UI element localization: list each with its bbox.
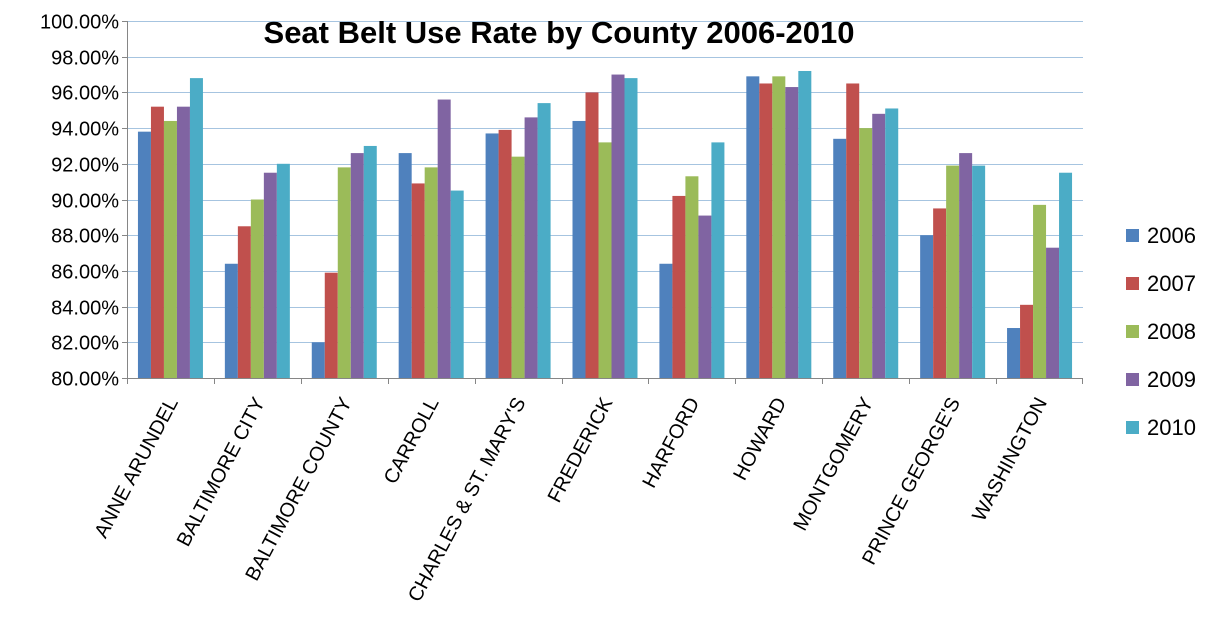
bar-2007-1 [237,226,251,378]
bar-2007-2 [324,272,338,378]
legend: 2006 2007 2008 2009 2010 [1126,223,1196,440]
bar-2007-8 [846,83,860,378]
bar-2007-10 [1020,304,1034,378]
bar-2008-6 [685,176,699,378]
legend-label-2006: 2006 [1147,223,1196,248]
bar-2010-2 [363,145,377,378]
bar-2010-10 [1059,172,1073,378]
bar-2006-4 [485,133,499,378]
legend-label-2008: 2008 [1147,319,1196,344]
x-category-label: ANNE ARUNDEL [90,394,182,542]
bar-2007-7 [759,83,773,378]
bar-2007-0 [150,106,164,379]
bar-2007-5 [585,92,599,379]
bar-2010-4 [537,103,551,379]
bar-2008-5 [598,142,612,378]
bar-2008-9 [946,165,960,378]
bar-2009-1 [263,172,277,378]
bar-2009-5 [611,74,625,379]
y-tick-label: 98.00% [51,48,119,70]
y-tick-label: 88.00% [51,226,119,248]
bar-2009-3 [437,99,451,378]
bar-2010-5 [624,78,638,379]
bar-2009-9 [959,153,973,378]
bar-2006-10 [1007,328,1021,378]
bar-2006-5 [572,120,586,379]
bar-2007-6 [672,195,686,378]
bar-2008-10 [1033,204,1047,378]
bar-2010-7 [798,70,812,378]
bar-2006-2 [311,342,325,378]
bar-2010-3 [450,190,464,378]
y-tick-label: 94.00% [51,119,119,141]
bar-2006-8 [833,138,847,378]
legend-swatch-2006 [1126,229,1139,242]
bar-2007-4 [498,129,512,378]
bar-2008-7 [772,76,786,378]
bar-2008-3 [424,167,438,378]
bar-2006-1 [224,263,238,378]
x-category-label: PRINCE GEORGE'S [858,394,965,569]
x-category-label: WASHINGTON [968,394,1052,525]
y-tick-label: 90.00% [51,191,119,213]
bar-2009-6 [698,215,712,378]
y-tick-labels: 80.00% 82.00% 84.00% 86.00% 88.00% 90.00% 92.0… [40,12,119,391]
legend-swatch-2009 [1126,373,1139,386]
bar-2007-3 [411,183,425,378]
bar-2010-1 [276,163,290,378]
bar-2009-7 [785,87,799,379]
bar-2006-6 [659,263,673,378]
x-category-label: BALTIMORE CITY [173,394,270,550]
bar-2007-9 [933,208,947,378]
legend-label-2007: 2007 [1147,271,1196,296]
bar-2006-3 [398,153,412,378]
y-tick-label: 82.00% [51,333,119,355]
bar-2009-4 [524,117,538,378]
y-tick-label: 100.00% [40,12,119,34]
bar-2009-2 [350,153,364,378]
y-tick-label: 84.00% [51,298,119,320]
legend-swatch-2010 [1126,421,1139,434]
y-tick-label: 80.00% [51,369,119,391]
x-category-label: HOWARD [729,394,791,484]
bar-2009-8 [872,113,886,378]
bar-2010-9 [972,165,986,378]
bar-2008-8 [859,128,873,378]
y-tick-label: 92.00% [51,155,119,177]
bar-2008-1 [250,199,264,378]
bar-2008-4 [511,156,525,378]
x-category-label: FREDERICK [544,393,618,506]
bar-2009-10 [1046,247,1060,378]
bar-2008-2 [337,167,351,378]
bar-2006-9 [920,235,934,378]
bar-2006-0 [137,131,151,378]
y-tick-label: 86.00% [51,262,119,284]
chart-title: Seat Belt Use Rate by County 2006-2010 [264,15,855,50]
bar-2010-8 [885,108,899,378]
bar-2006-7 [746,76,760,378]
bar-2010-0 [189,78,203,379]
bar-2008-0 [163,120,177,379]
bar-2010-6 [711,142,725,378]
legend-swatch-2007 [1126,277,1139,290]
bars [137,70,1073,379]
x-category-label: MONTGOMERY [789,394,878,534]
x-category-label: HARFORD [638,394,704,492]
axes [122,21,1083,384]
legend-label-2010: 2010 [1147,415,1196,440]
x-category-label: CARROLL [380,394,444,488]
y-tick-label: 96.00% [51,83,119,105]
legend-swatch-2008 [1126,325,1139,338]
bar-2009-0 [176,106,190,379]
legend-label-2009: 2009 [1147,367,1196,392]
